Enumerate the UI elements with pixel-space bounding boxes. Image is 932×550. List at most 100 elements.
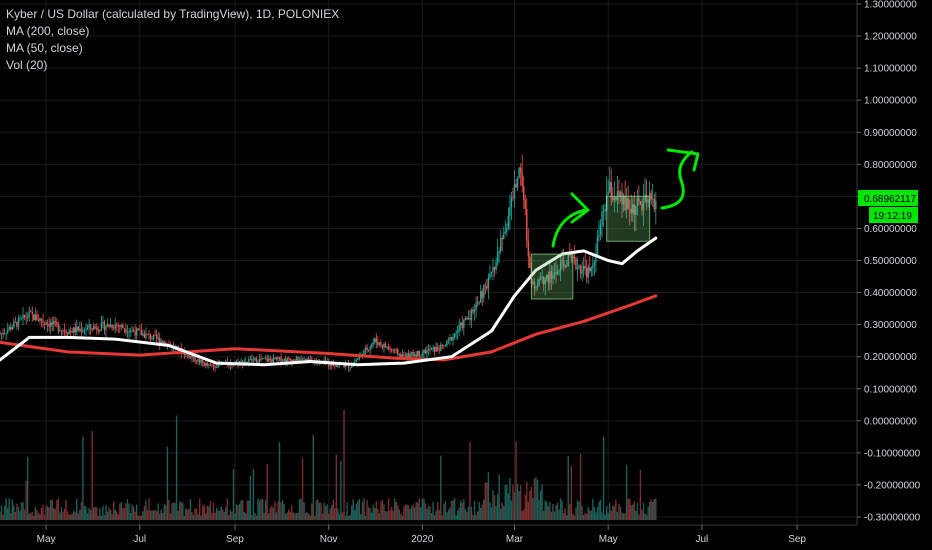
candle-body [349, 367, 351, 369]
price-tick-label: 1.30000000 [864, 0, 917, 11]
volume-bar [246, 500, 248, 520]
candle-body [212, 365, 215, 367]
candle-body [163, 342, 166, 344]
volume-bar [641, 509, 643, 520]
candle-body [83, 330, 86, 331]
candle-body [630, 208, 632, 214]
volume-bar [174, 502, 176, 520]
candle-body [647, 200, 649, 203]
volume-bar [195, 508, 198, 520]
candle-body [429, 349, 431, 351]
volume-bar [532, 497, 534, 520]
volume-bar [169, 513, 172, 520]
candle-body [251, 359, 253, 361]
time-axis: May Jul Sep Nov 2020 Mar May Jul Sep [0, 524, 857, 545]
candle-body [489, 273, 491, 278]
candle-body [483, 285, 485, 298]
candle-body [195, 361, 198, 362]
chart-grid [0, 0, 857, 525]
candle-body [39, 318, 41, 321]
volume-bar [610, 510, 612, 520]
candle-body [116, 324, 118, 326]
volume-bar [427, 506, 430, 520]
volume-bar [369, 508, 371, 520]
volume-bar [604, 514, 606, 520]
candle-body [334, 365, 336, 366]
volume-bar [472, 514, 474, 520]
volume-bar [519, 485, 522, 520]
price-tick-label: 0.50000000 [864, 256, 917, 267]
candle-body [28, 311, 30, 318]
volume-bar [0, 505, 3, 520]
volume-bar [476, 511, 479, 520]
volume-bar [383, 504, 385, 520]
volume-bar [384, 511, 387, 520]
range-box[interactable] [530, 253, 574, 300]
volume-bar [624, 513, 626, 520]
candle-body [510, 197, 513, 208]
candle-body [484, 285, 487, 287]
volume-bar [387, 498, 390, 520]
candle-body [621, 191, 623, 205]
volume-bar [605, 506, 608, 520]
candle-body [140, 330, 142, 336]
price-tick-label: 1.10000000 [864, 64, 917, 75]
candle-body [476, 302, 479, 304]
candle-body [463, 320, 465, 328]
volume-bar [495, 505, 497, 520]
candle-body [85, 329, 87, 331]
candle-body [123, 328, 126, 330]
volume-bar [62, 511, 64, 520]
volume-bar [312, 434, 315, 520]
volume-bar [524, 494, 526, 520]
candle-body [281, 361, 284, 363]
candle-body [364, 347, 367, 350]
candle-body [481, 291, 483, 298]
candle-body [558, 270, 560, 272]
candle-body [406, 353, 408, 359]
candle-body [518, 167, 520, 179]
candle-body [446, 340, 448, 346]
candle-body [375, 338, 377, 343]
volume-bar [218, 510, 221, 520]
volume-bar [647, 506, 649, 520]
legend-ma50: MA (50, close) [6, 41, 83, 55]
volume-bar [275, 512, 278, 520]
volume-bar [85, 506, 87, 520]
volume-bar [592, 498, 594, 520]
candle-body [624, 195, 626, 211]
volume-bar [214, 512, 216, 520]
volume-bar [354, 509, 356, 520]
volume-bar [135, 504, 138, 520]
candle-body [149, 334, 152, 339]
volume-bar [475, 514, 477, 520]
candle-body [449, 337, 451, 340]
volume-bar [510, 500, 513, 520]
candle-body [592, 265, 594, 268]
volume-bar [386, 511, 388, 520]
candle-body [40, 318, 43, 321]
volume-bar [69, 514, 72, 520]
volume-bar [363, 498, 365, 520]
candle-body [652, 198, 654, 200]
candle-body [73, 327, 75, 333]
candle-body [570, 255, 573, 258]
volume-bar [616, 511, 619, 520]
volume-bar [585, 514, 588, 520]
candle-body [271, 359, 273, 363]
candle-body [19, 318, 21, 319]
legend-ma200: MA (200, close) [6, 24, 90, 38]
candle-body [143, 333, 146, 338]
volume-bar [31, 511, 33, 520]
candle-body [266, 358, 268, 362]
candle-body [440, 344, 442, 351]
candle-body [519, 167, 522, 173]
volume-bar [432, 501, 434, 520]
volume-bar [478, 501, 480, 520]
range-box[interactable] [606, 195, 651, 242]
volume-bars [0, 409, 657, 520]
volume-bar [23, 509, 26, 520]
volume-bar [615, 499, 617, 520]
volume-bar [97, 515, 99, 520]
